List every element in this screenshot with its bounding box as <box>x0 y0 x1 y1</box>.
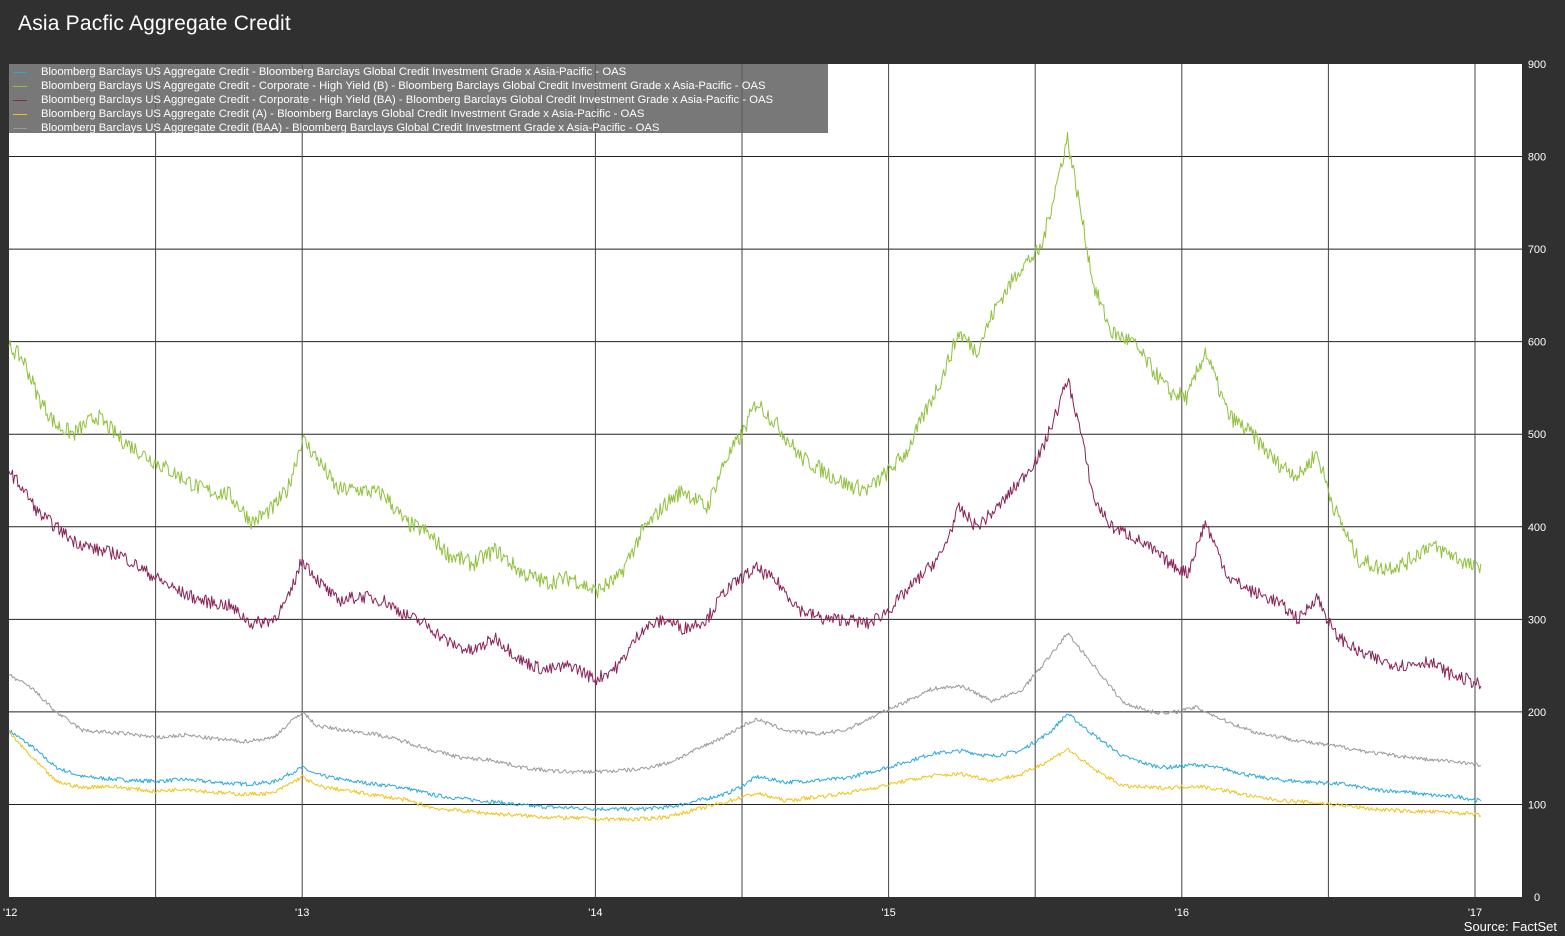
legend-swatch <box>13 71 27 73</box>
series-line-3 <box>8 378 1482 690</box>
series-line-5 <box>8 632 1482 775</box>
x-tick-label: '14 <box>588 907 602 919</box>
series-line-2 <box>8 132 1482 599</box>
x-tick-label: '15 <box>881 907 895 919</box>
legend-label: Bloomberg Barclays US Aggregate Credit -… <box>41 94 774 106</box>
plot-area <box>9 64 1522 897</box>
y-tick-label: 800 <box>1528 152 1546 164</box>
source-note: Source: FactSet <box>1463 919 1557 934</box>
legend-swatch <box>13 113 27 115</box>
y-tick-label: 500 <box>1528 429 1546 441</box>
legend-swatch <box>13 85 27 87</box>
y-tick-label: 900 <box>1528 59 1546 71</box>
legend-item-4: Bloomberg Barclays US Aggregate Credit (… <box>9 107 828 121</box>
grid-lines <box>9 64 1522 897</box>
chart-title: Asia Pacfic Aggregate Credit <box>18 12 291 35</box>
x-tick-label: '13 <box>295 907 309 919</box>
y-tick-label: 0 <box>1534 892 1540 904</box>
legend-item-1: Bloomberg Barclays US Aggregate Credit -… <box>9 65 828 79</box>
y-tick-label: 700 <box>1528 244 1546 256</box>
x-axis: '12 '13 '14 '15 '16 '17 <box>3 907 1482 919</box>
series-lines <box>8 132 1482 822</box>
legend-label: Bloomberg Barclays US Aggregate Credit (… <box>41 122 660 134</box>
x-tick-label: '16 <box>1175 907 1189 919</box>
y-tick-label: 400 <box>1528 522 1546 534</box>
legend-swatch <box>13 99 27 101</box>
x-tick-label: '12 <box>3 907 17 919</box>
x-tick-label: '17 <box>1468 907 1482 919</box>
y-tick-label: 200 <box>1528 707 1546 719</box>
legend-label: Bloomberg Barclays US Aggregate Credit (… <box>41 108 645 120</box>
legend-label: Bloomberg Barclays US Aggregate Credit -… <box>41 66 627 78</box>
y-tick-label: 300 <box>1528 614 1546 626</box>
legend-item-2: Bloomberg Barclays US Aggregate Credit -… <box>9 79 828 93</box>
chart-legend: Bloomberg Barclays US Aggregate Credit -… <box>9 64 828 135</box>
legend-label: Bloomberg Barclays US Aggregate Credit -… <box>41 80 766 92</box>
legend-item-3: Bloomberg Barclays US Aggregate Credit -… <box>9 93 828 107</box>
y-axis: 0 100 200 300 400 500 600 700 800 900 <box>1528 59 1546 904</box>
y-tick-label: 100 <box>1528 799 1546 811</box>
legend-swatch <box>13 127 27 129</box>
legend-item-5: Bloomberg Barclays US Aggregate Credit (… <box>9 121 828 135</box>
series-line-4 <box>8 731 1482 822</box>
y-tick-label: 600 <box>1528 337 1546 349</box>
series-line-1 <box>8 713 1482 812</box>
